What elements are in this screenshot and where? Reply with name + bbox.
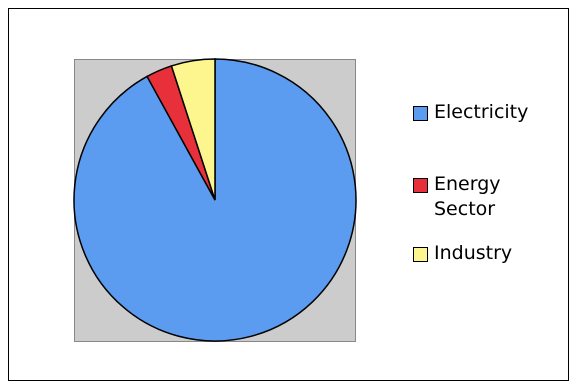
legend-item-energy-sector: Energy Sector (413, 172, 501, 222)
legend-item-electricity: Electricity (413, 100, 528, 125)
legend-swatch-industry (413, 247, 428, 262)
legend-swatch-energy-sector (413, 178, 428, 193)
legend-label-electricity: Electricity (434, 101, 529, 123)
legend-swatch-electricity (413, 106, 428, 121)
legend-label-energy-sector: Energy Sector (434, 173, 501, 220)
legend-label-industry: Industry (434, 242, 513, 264)
legend-item-industry: Industry (413, 241, 512, 266)
pie-slice-industry (170, 58, 216, 201)
